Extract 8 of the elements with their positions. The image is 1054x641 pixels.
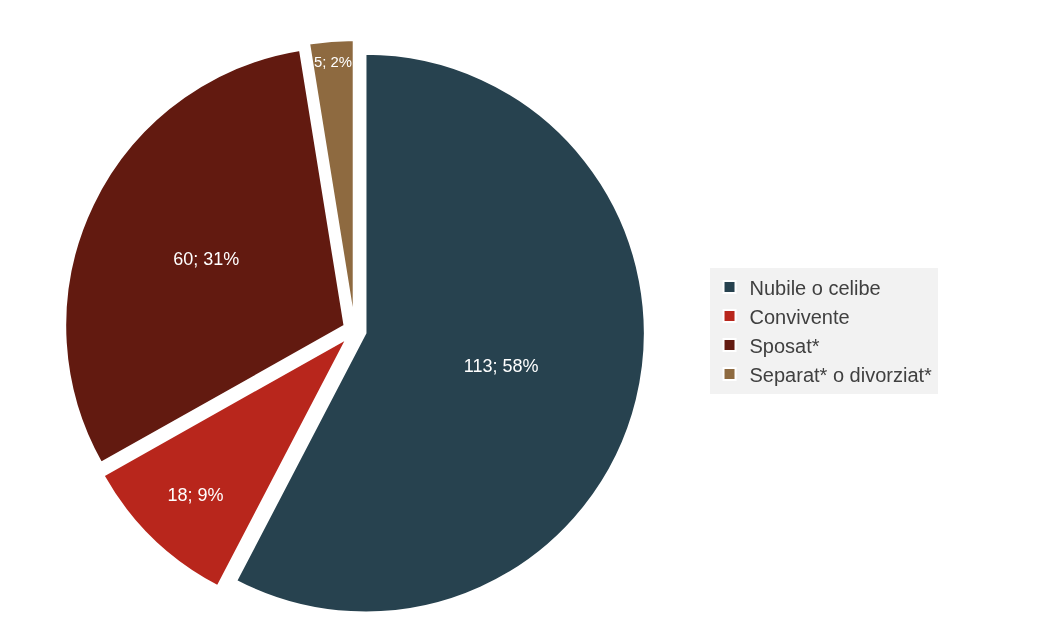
data-label: 113; 58% [463,356,539,377]
legend-label: Sposat* [749,334,820,357]
legend-label: Convivente [749,305,850,328]
data-label: 18; 9% [167,484,224,505]
legend-label: Nubile o celibe [749,276,881,299]
data-label: 60; 31% [173,249,240,270]
legend-label: Separat* o divorziat* [749,363,933,386]
data-label: 5; 2% [314,53,353,70]
